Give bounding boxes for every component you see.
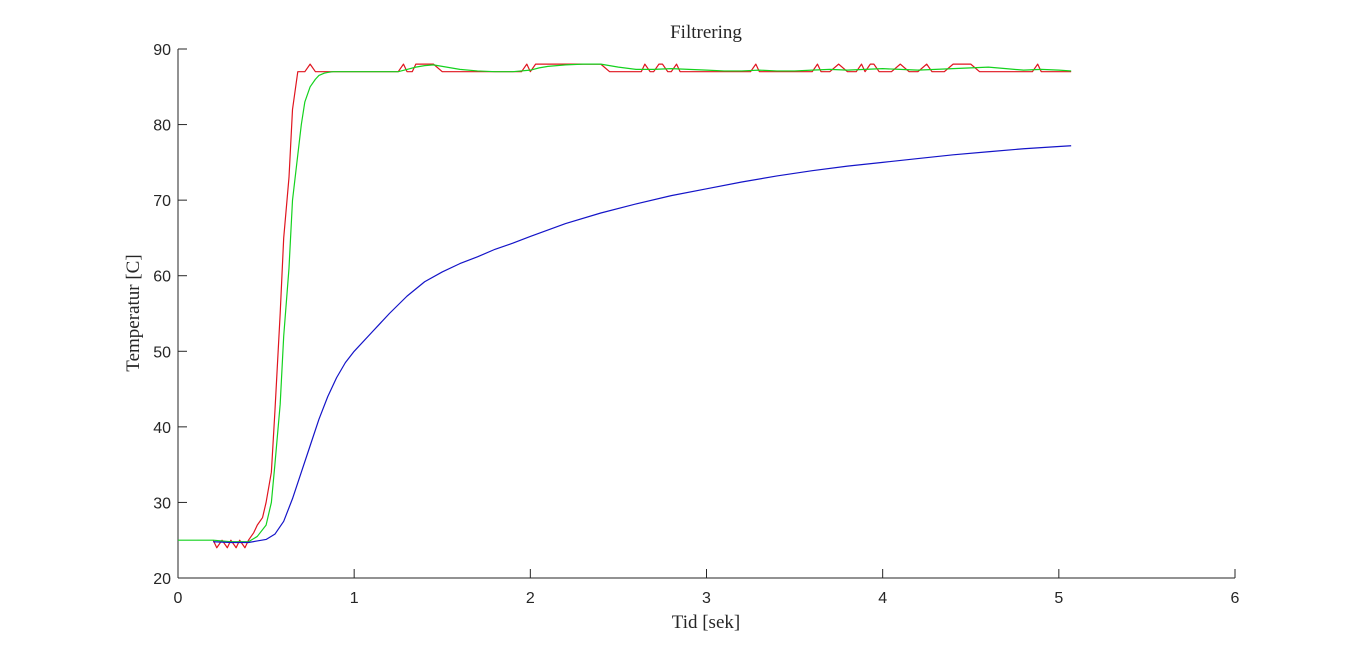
y-axis-label: Temperatur [C] — [123, 254, 144, 371]
y-tick-label: 80 — [153, 118, 171, 135]
x-tick-label: 2 — [526, 590, 535, 607]
series-lines — [178, 63, 1072, 549]
x-tick-label: 4 — [878, 590, 887, 607]
x-tick-label: 3 — [702, 590, 711, 607]
series-line-raw — [212, 63, 1072, 549]
x-tick-label: 0 — [174, 590, 183, 607]
y-tick-labels: 20 30 40 50 60 70 80 90 — [153, 42, 171, 588]
plot-axes — [177, 48, 1236, 579]
y-tick-label: 90 — [153, 42, 171, 59]
x-tick-labels: 0 1 2 3 4 5 6 — [174, 590, 1240, 607]
x-tick-label: 1 — [350, 590, 359, 607]
chart-title: Filtrering — [670, 22, 742, 43]
series-line-filtered — [178, 63, 1072, 543]
x-tick-label: 6 — [1231, 590, 1240, 607]
x-tick-label: 5 — [1054, 590, 1063, 607]
y-tick-label: 40 — [153, 420, 171, 437]
y-tick-label: 30 — [153, 495, 171, 512]
y-tick-label: 20 — [153, 571, 171, 588]
x-axis-label: Tid [sek] — [672, 612, 740, 633]
y-tick-label: 60 — [153, 269, 171, 286]
series-line-slow — [213, 145, 1072, 544]
y-tick-label: 70 — [153, 193, 171, 210]
y-tick-label: 50 — [153, 344, 171, 361]
